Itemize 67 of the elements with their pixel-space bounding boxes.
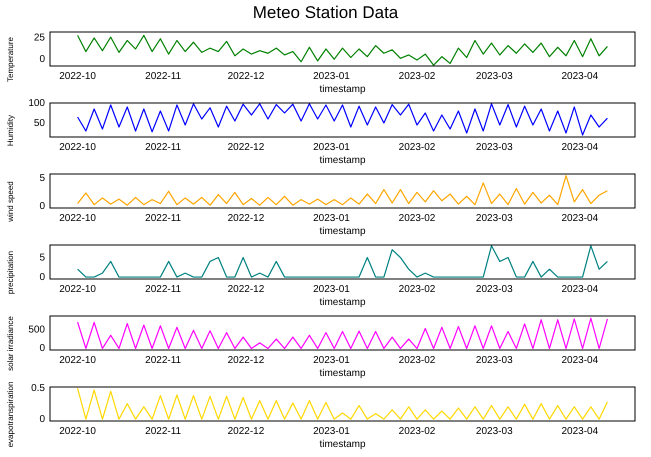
y-tick-label: 500 — [28, 324, 46, 336]
x-tick-label: 2023-03 — [476, 426, 514, 437]
y-axis-title: evapotranspiration — [6, 382, 16, 448]
x-tick-label: 2022-12 — [228, 70, 265, 82]
y-tick-label: 0 — [39, 201, 46, 212]
x-axis-title: timestamp — [319, 296, 366, 308]
x-tick-label: 2022-12 — [228, 426, 265, 437]
y-tick-label: 0 — [39, 343, 46, 354]
x-tick-label: 2023-04 — [561, 284, 599, 295]
y-tick-label: 25 — [34, 32, 46, 44]
y-tick-label: 5 — [39, 252, 46, 264]
x-tick-label: 2023-02 — [398, 212, 436, 224]
y-tick-label: 0 — [39, 414, 46, 425]
x-tick-label: 2022-11 — [145, 354, 182, 366]
x-tick-label: 2023-02 — [398, 284, 436, 295]
x-tick-label: 2022-11 — [145, 426, 182, 437]
x-tick-label: 2022-11 — [145, 284, 182, 295]
x-tick-label: 2023-04 — [561, 354, 599, 366]
x-tick-label: 2022-11 — [145, 212, 182, 224]
y-axis-title: precipitation — [6, 250, 16, 294]
x-tick-label: 2023-03 — [476, 212, 514, 224]
x-tick-label: 2022-10 — [59, 284, 96, 295]
x-tick-label: 2023-04 — [561, 70, 599, 82]
x-tick-label: 2022-10 — [59, 142, 96, 153]
y-tick-label: 100 — [28, 98, 46, 109]
x-axis-title: timestamp — [319, 226, 366, 237]
y-axis-title: wind speed — [6, 181, 16, 223]
x-tick-label: 2022-10 — [59, 212, 96, 224]
x-tick-label: 2022-12 — [228, 142, 265, 153]
y-tick-label: 50 — [34, 118, 46, 129]
x-tick-label: 2023-03 — [476, 284, 514, 295]
x-tick-label: 2022-12 — [228, 284, 265, 295]
x-tick-label: 2023-03 — [476, 354, 514, 366]
y-tick-label: 0.5 — [31, 382, 46, 394]
x-tick-label: 2022-11 — [145, 70, 182, 82]
x-tick-label: 2023-04 — [561, 426, 599, 437]
x-tick-label: 2023-02 — [398, 426, 436, 437]
x-tick-label: 2023-04 — [561, 212, 599, 224]
x-tick-label: 2022-11 — [145, 142, 182, 153]
x-tick-label: 2023-04 — [561, 142, 599, 153]
x-tick-label: 2023-03 — [476, 70, 514, 82]
y-axis-title: Temperature — [6, 36, 16, 82]
x-axis-title: timestamp — [319, 438, 366, 450]
y-tick-label: 5 — [39, 173, 46, 184]
x-tick-label: 2022-10 — [59, 354, 96, 366]
x-tick-label: 2023-01 — [313, 70, 350, 82]
x-tick-label: 2022-12 — [228, 212, 265, 224]
x-tick-label: 2022-10 — [59, 70, 96, 82]
x-axis-title: timestamp — [319, 154, 366, 166]
y-axis-title: Humidity — [6, 114, 16, 146]
x-tick-label: 2023-01 — [313, 354, 350, 366]
x-tick-label: 2023-01 — [313, 284, 350, 295]
x-tick-label: 2023-01 — [313, 426, 350, 437]
x-tick-label: 2022-10 — [59, 426, 96, 437]
y-tick-label: 0 — [39, 54, 46, 65]
x-tick-label: 2023-02 — [398, 354, 436, 366]
x-tick-label: 2023-03 — [476, 142, 514, 153]
y-tick-label: 0 — [39, 272, 46, 283]
y-axis-title: solar irradiance — [6, 316, 16, 371]
x-axis-title: timestamp — [319, 84, 366, 95]
x-tick-label: 2023-01 — [313, 212, 350, 224]
x-axis-title: timestamp — [319, 368, 366, 379]
chart-title: Meteo Station Data — [252, 2, 400, 24]
x-tick-label: 2022-12 — [228, 354, 265, 366]
x-tick-label: 2023-02 — [398, 70, 436, 82]
x-tick-label: 2023-02 — [398, 142, 436, 153]
x-tick-label: 2023-01 — [313, 142, 350, 153]
